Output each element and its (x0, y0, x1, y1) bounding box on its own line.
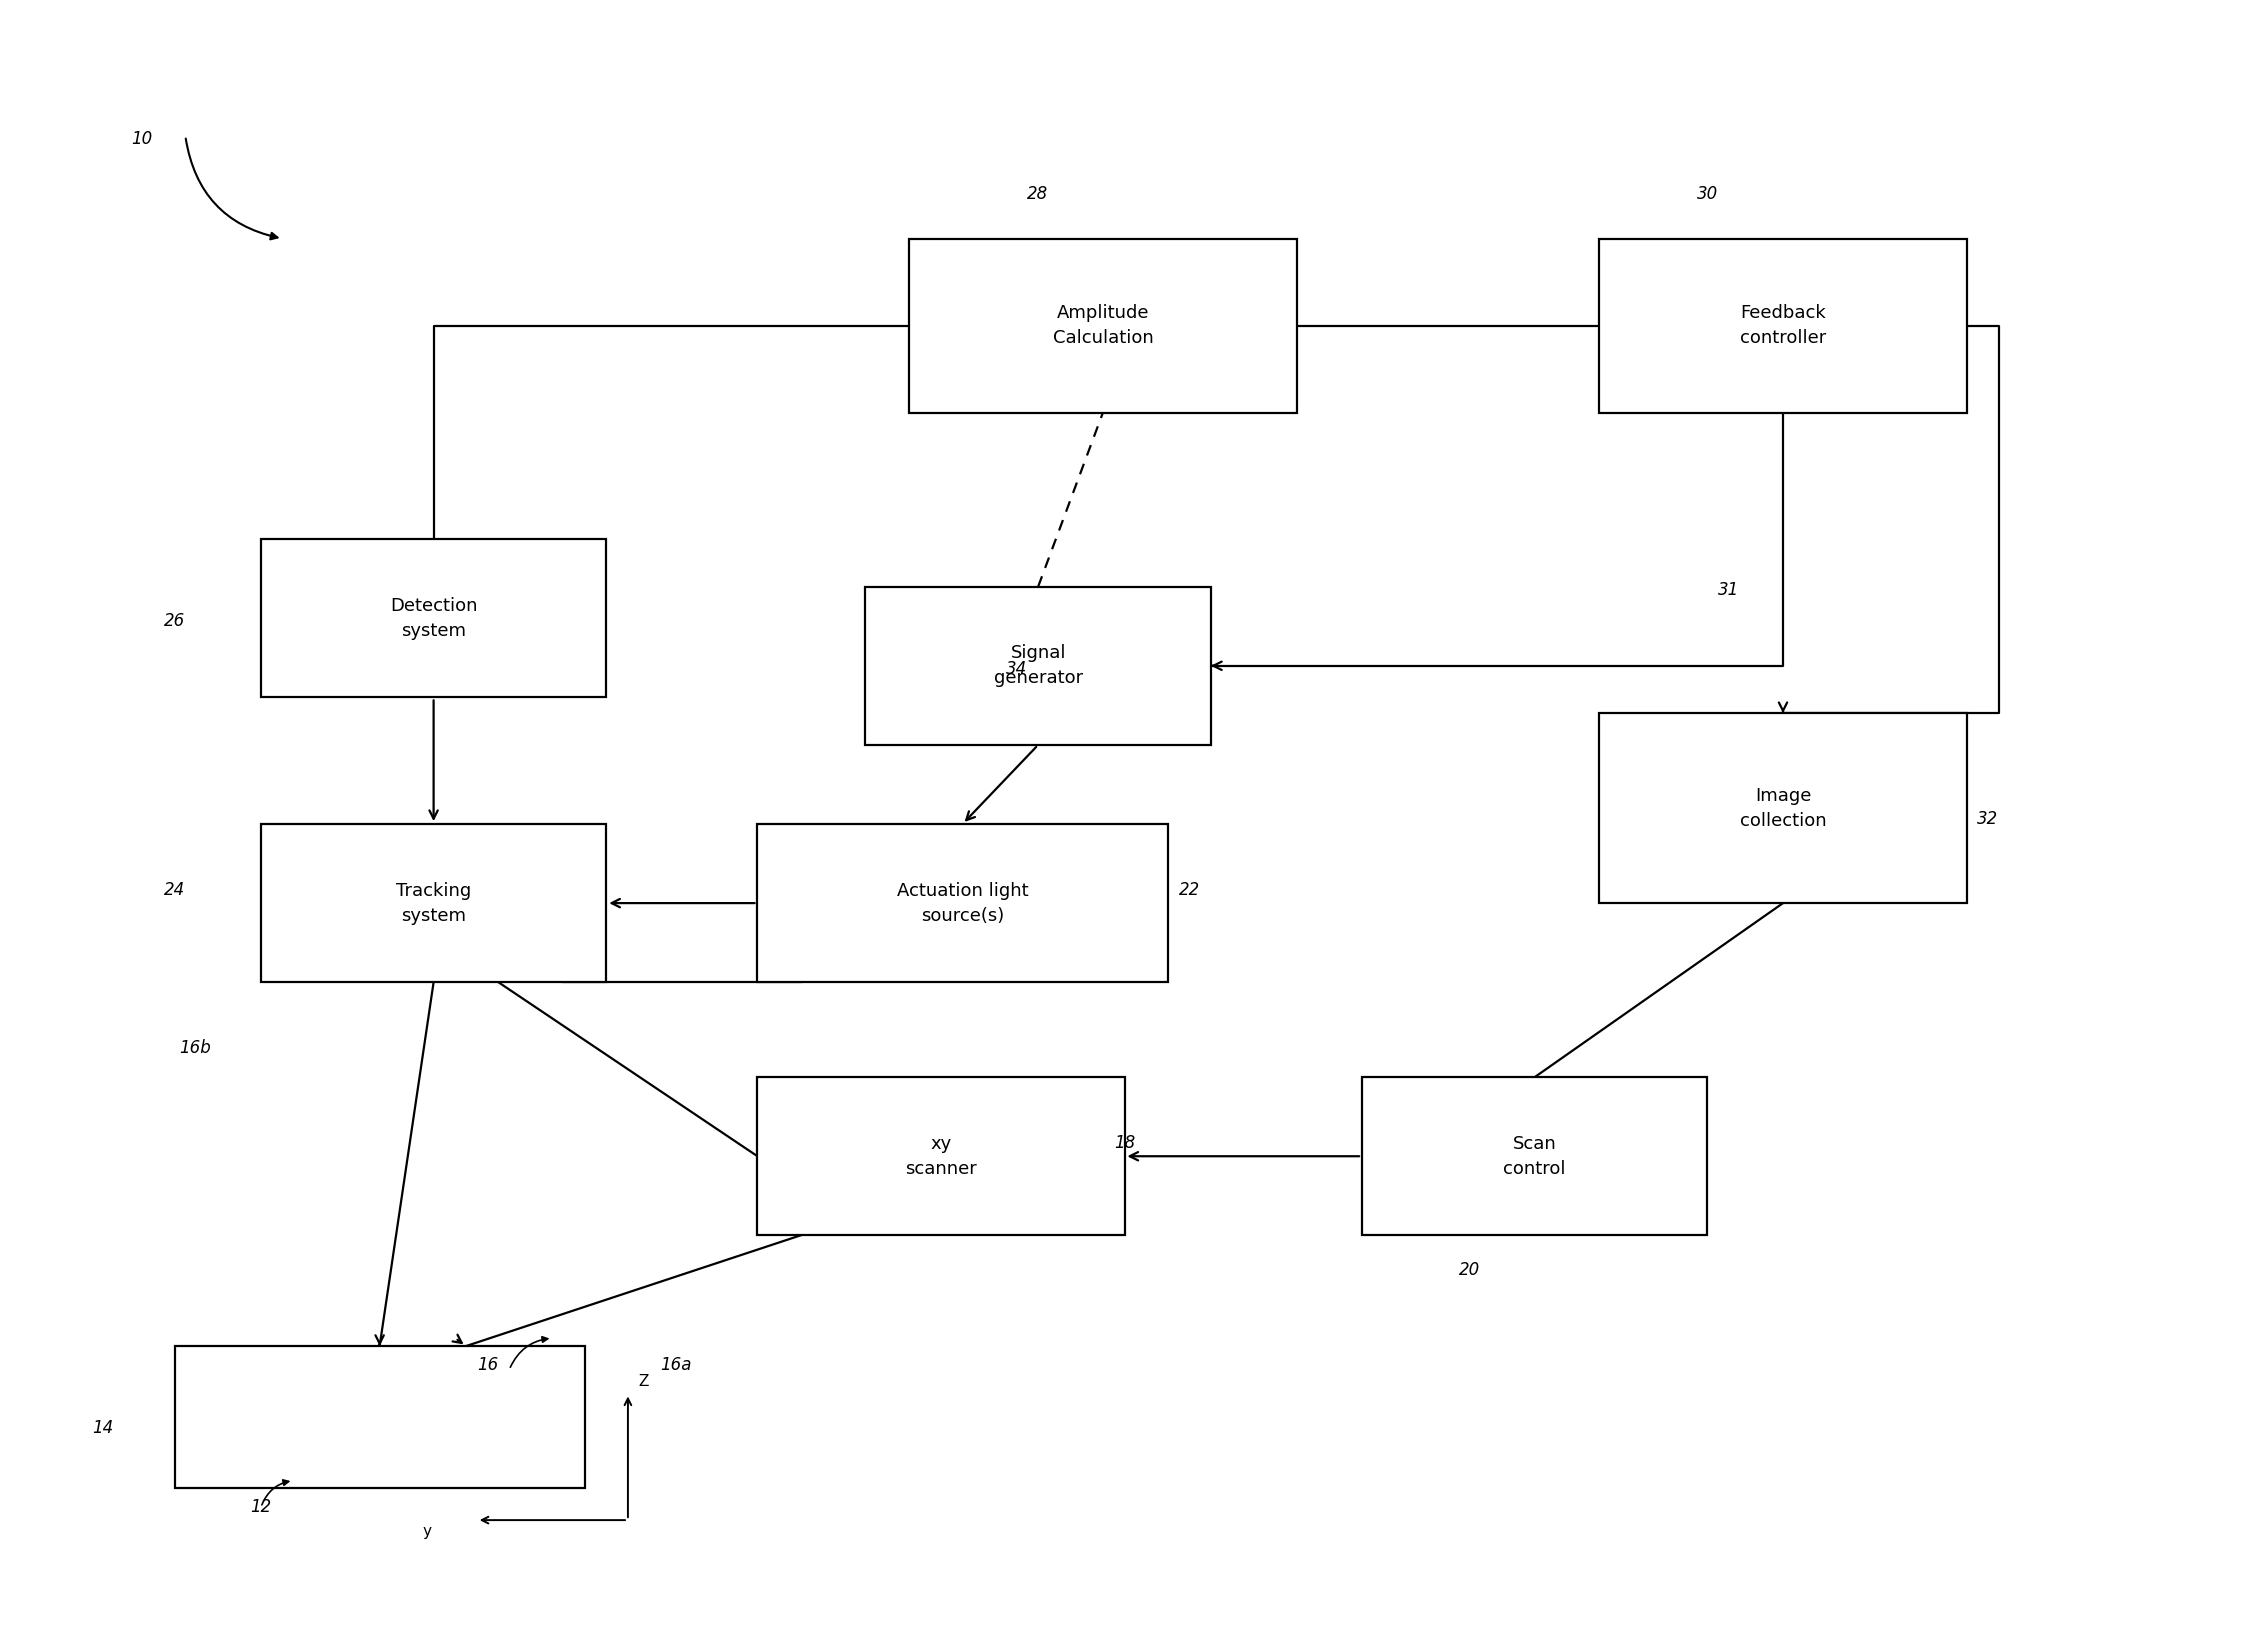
Text: Signal
generator: Signal generator (994, 644, 1082, 687)
Text: 24: 24 (164, 882, 184, 900)
Text: Tracking
system: Tracking system (396, 882, 472, 925)
Text: Image
collection: Image collection (1741, 786, 1826, 829)
Text: 31: 31 (1718, 580, 1738, 598)
Text: 12: 12 (250, 1498, 272, 1516)
Text: 26: 26 (164, 613, 184, 630)
Text: Amplitude
Calculation: Amplitude Calculation (1053, 305, 1154, 348)
FancyBboxPatch shape (758, 824, 1167, 982)
FancyBboxPatch shape (261, 824, 607, 982)
Text: 10: 10 (130, 130, 153, 148)
FancyBboxPatch shape (866, 587, 1210, 745)
Text: 30: 30 (1696, 185, 1718, 203)
Text: 16: 16 (477, 1356, 497, 1374)
FancyBboxPatch shape (1599, 714, 1966, 903)
FancyBboxPatch shape (909, 239, 1298, 412)
Text: 14: 14 (92, 1419, 115, 1437)
Text: 22: 22 (1178, 882, 1199, 900)
Text: y: y (423, 1524, 432, 1539)
Text: 16b: 16b (180, 1040, 211, 1058)
FancyBboxPatch shape (261, 539, 607, 697)
Text: 28: 28 (1028, 185, 1048, 203)
FancyBboxPatch shape (1363, 1078, 1707, 1236)
FancyBboxPatch shape (1599, 239, 1966, 412)
Text: 32: 32 (1977, 811, 1999, 827)
Text: 34: 34 (1005, 659, 1028, 677)
Text: Actuation light
source(s): Actuation light source(s) (897, 882, 1028, 925)
FancyBboxPatch shape (175, 1346, 585, 1488)
Text: Detection
system: Detection system (389, 597, 477, 639)
Text: Feedback
controller: Feedback controller (1741, 305, 1826, 348)
FancyBboxPatch shape (758, 1078, 1124, 1236)
Text: 20: 20 (1460, 1261, 1480, 1279)
Text: xy
scanner: xy scanner (904, 1135, 976, 1178)
Text: Z: Z (639, 1374, 650, 1389)
Text: Scan
control: Scan control (1505, 1135, 1565, 1178)
Text: 18: 18 (1113, 1134, 1136, 1152)
Text: 16a: 16a (661, 1356, 693, 1374)
